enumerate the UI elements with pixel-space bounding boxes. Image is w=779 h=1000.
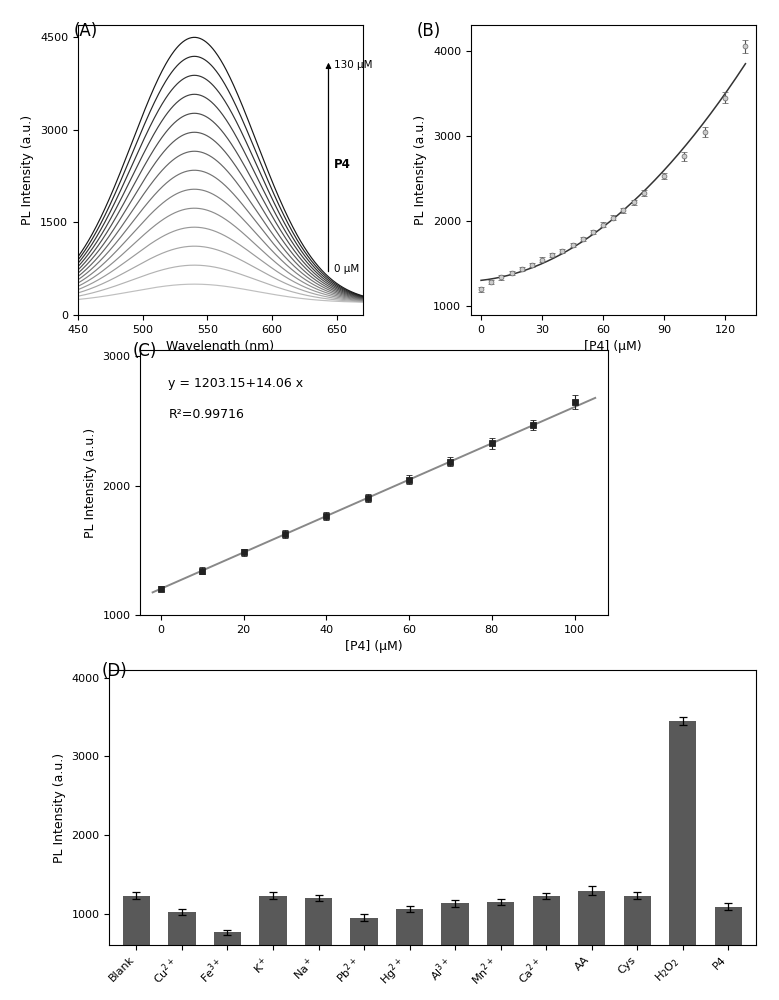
- X-axis label: Wavelength (nm): Wavelength (nm): [166, 340, 274, 353]
- Bar: [578, 891, 605, 992]
- Y-axis label: PL Intensity (a.u.): PL Intensity (a.u.): [22, 115, 34, 225]
- Bar: [623, 896, 651, 992]
- Text: (C): (C): [132, 342, 157, 360]
- Text: (B): (B): [417, 22, 441, 40]
- Bar: [213, 932, 241, 992]
- Y-axis label: PL Intensity (a.u.): PL Intensity (a.u.): [414, 115, 428, 225]
- Y-axis label: PL Intensity (a.u.): PL Intensity (a.u.): [84, 427, 97, 538]
- X-axis label: [P4] (μM): [P4] (μM): [584, 340, 642, 353]
- Text: y = 1203.15+14.06 x: y = 1203.15+14.06 x: [168, 376, 303, 389]
- Bar: [442, 903, 469, 992]
- Bar: [669, 721, 696, 992]
- Text: (D): (D): [101, 662, 127, 680]
- Bar: [396, 909, 423, 992]
- Text: 0 μM: 0 μM: [334, 264, 359, 274]
- Text: R²=0.99716: R²=0.99716: [168, 408, 244, 421]
- Bar: [351, 918, 378, 992]
- Text: 130 μM: 130 μM: [334, 60, 372, 70]
- X-axis label: [P4] (μM): [P4] (μM): [345, 640, 403, 653]
- Text: (A): (A): [74, 22, 98, 40]
- Bar: [487, 902, 514, 992]
- Bar: [123, 896, 150, 992]
- Text: P4: P4: [334, 158, 351, 171]
- Bar: [168, 912, 196, 992]
- Bar: [533, 896, 560, 992]
- Bar: [259, 896, 287, 992]
- Bar: [305, 898, 332, 992]
- Bar: [714, 906, 742, 992]
- Y-axis label: PL Intensity (a.u.): PL Intensity (a.u.): [53, 752, 65, 863]
